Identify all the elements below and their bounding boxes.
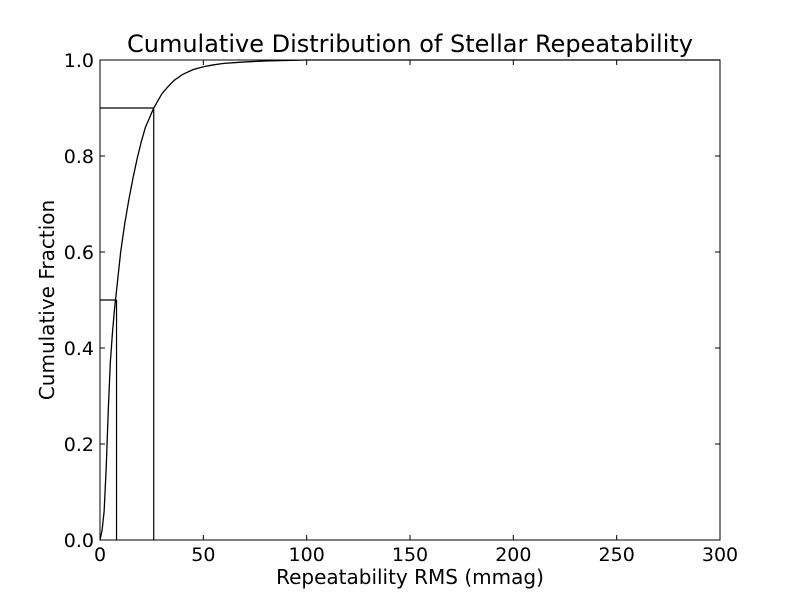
- y-tick-label: 0.4: [64, 338, 94, 360]
- x-tick-label: 200: [495, 544, 531, 566]
- ticks-layer: 0 50 100 150 200 250 300 0.0 0.2 0.4 0.6 0.8 1.0: [64, 50, 738, 566]
- y-tick-label: 0.0: [64, 530, 94, 552]
- y-tick-label: 0.2: [64, 434, 94, 456]
- cdf-line-0: [99, 59, 720, 541]
- plot-layer: [99, 59, 720, 541]
- x-tick-label: 250: [599, 544, 635, 566]
- chart-title: Cumulative Distribution of Stellar Repea…: [127, 30, 693, 58]
- y-tick-label: 1.0: [64, 50, 94, 72]
- x-tick-label: 300: [702, 544, 738, 566]
- x-tick-label: 100: [289, 544, 325, 566]
- x-tick-label: 50: [191, 544, 215, 566]
- y-axis-label: Cumulative Fraction: [35, 200, 59, 400]
- x-tick-label: 150: [392, 544, 428, 566]
- x-tick-label: 0: [94, 544, 106, 566]
- y-tick-label: 0.8: [64, 146, 94, 168]
- y-tick-label: 0.6: [64, 242, 94, 264]
- x-axis-label: Repeatability RMS (mmag): [276, 565, 544, 589]
